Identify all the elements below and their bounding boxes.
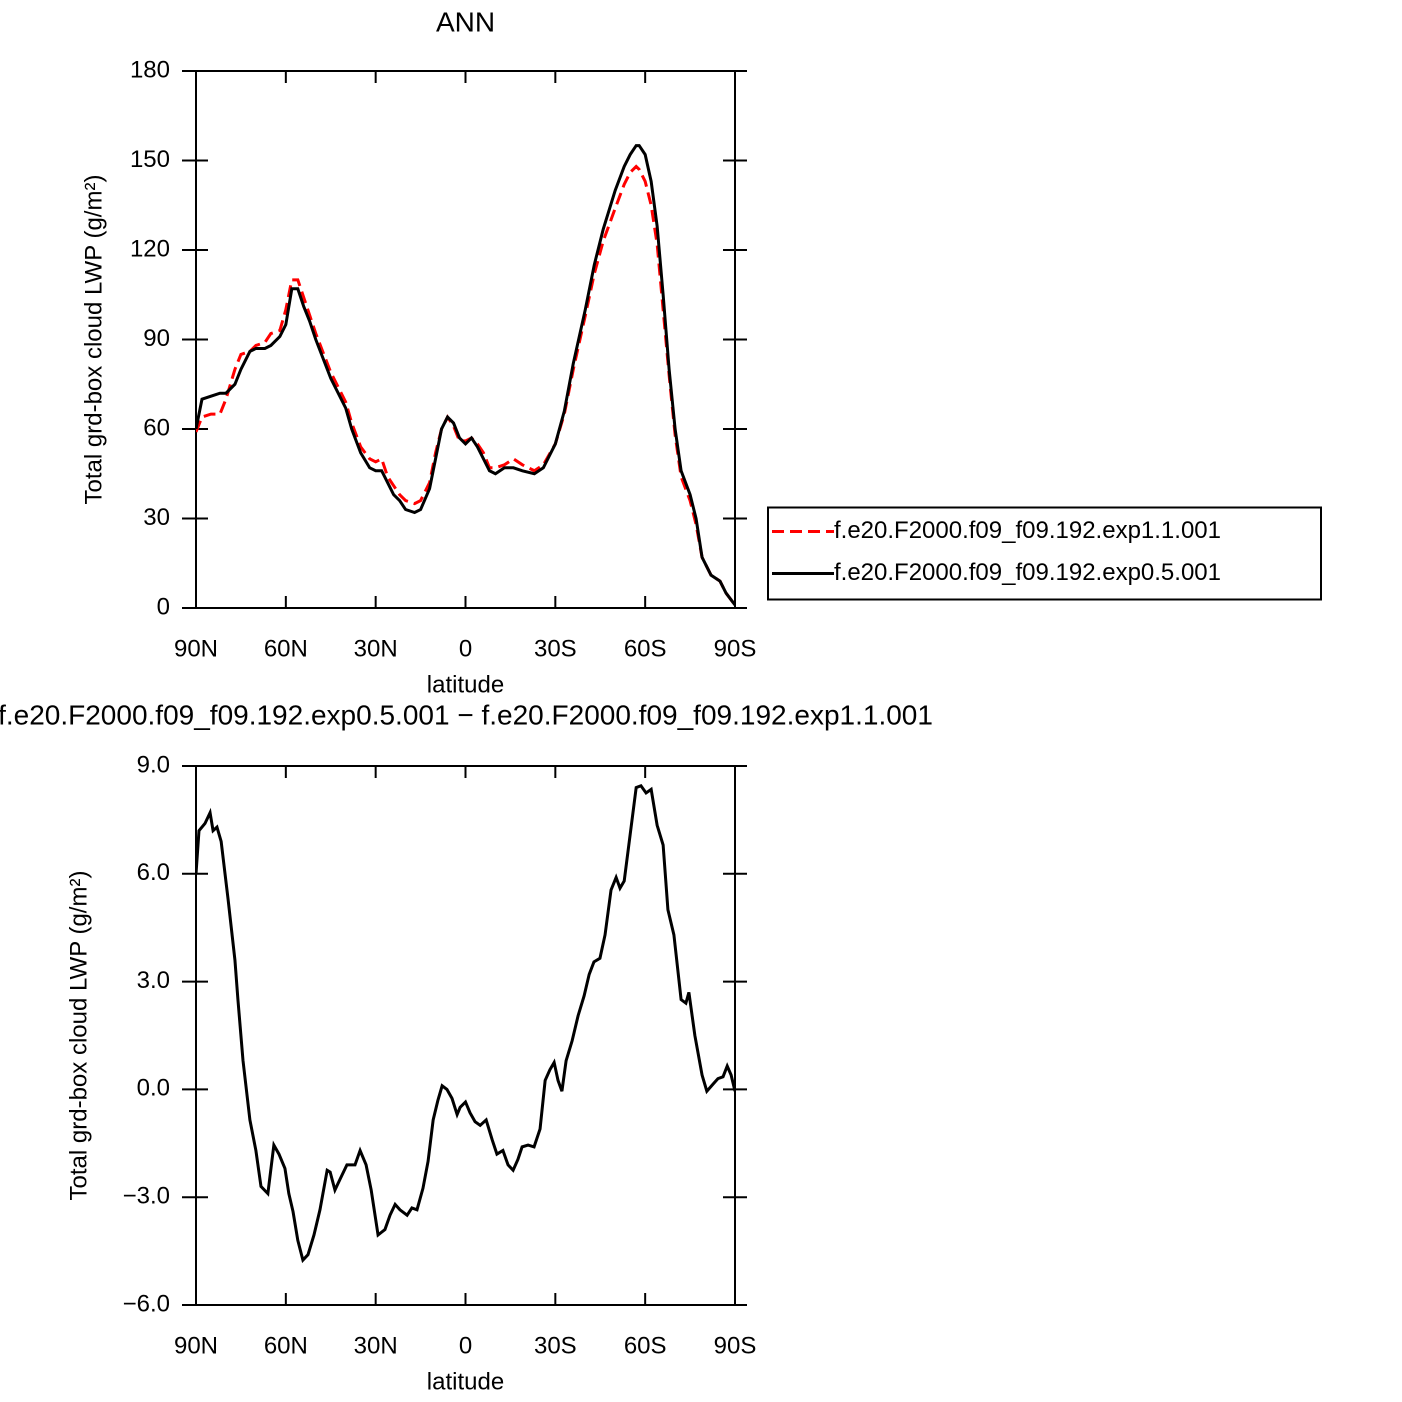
y-axis-label: Total grd-box cloud LWP (g/m²) — [65, 871, 92, 1201]
x-tick-label: 0 — [459, 635, 472, 662]
data-line — [196, 783, 735, 1264]
x-tick-label: 90N — [174, 1332, 218, 1359]
x-tick-label: 90S — [714, 635, 757, 662]
y-tick-label: −6.0 — [123, 1290, 170, 1317]
x-tick-label: 30N — [354, 635, 398, 662]
x-tick-label: 30S — [534, 635, 577, 662]
x-tick-label: 60S — [624, 1332, 667, 1359]
y-tick-label: 30 — [143, 504, 170, 531]
y-tick-label: −3.0 — [123, 1183, 170, 1210]
y-axis-label: Total grd-box cloud LWP (g/m²) — [80, 175, 107, 505]
x-tick-label: 60N — [264, 1332, 308, 1359]
panel: ANN latitude Total grd-box cloud LWP (g/m²… — [80, 6, 1322, 698]
x-tick-label: 90S — [714, 1332, 757, 1359]
y-tick-label: 6.0 — [137, 859, 170, 886]
x-tick-label: 0 — [459, 1332, 472, 1359]
y-tick-label: 90 — [143, 325, 170, 352]
x-tick-label: 60N — [264, 635, 308, 662]
y-tick-label: 9.0 — [137, 751, 170, 778]
x-axis-label: latitude — [427, 671, 504, 698]
data-line — [196, 164, 735, 606]
y-tick-label: 0 — [157, 593, 170, 620]
y-tick-label: 60 — [143, 414, 170, 441]
y-tick-label: 3.0 — [137, 967, 170, 994]
x-tick-label: 90N — [174, 635, 218, 662]
panel: f.e20.F2000.f09_f09.192.exp0.5.001 − f.e… — [0, 699, 933, 1395]
plot-frame — [195, 765, 736, 1306]
plot-frame — [195, 70, 736, 609]
legend-label: f.e20.F2000.f09_f09.192.exp1.1.001 — [834, 517, 1221, 544]
y-tick-label: 0.0 — [137, 1075, 170, 1102]
chart-title: ANN — [436, 6, 495, 37]
y-tick-label: 150 — [130, 146, 170, 173]
x-tick-label: 60S — [624, 635, 667, 662]
x-axis-label: latitude — [427, 1368, 504, 1395]
y-tick-label: 180 — [130, 56, 170, 83]
x-tick-label: 30S — [534, 1332, 577, 1359]
legend-label: f.e20.F2000.f09_f09.192.exp0.5.001 — [834, 559, 1221, 586]
data-line — [196, 144, 735, 606]
chart-title: f.e20.F2000.f09_f09.192.exp0.5.001 − f.e… — [0, 699, 933, 730]
y-tick-label: 120 — [130, 235, 170, 262]
legend-box — [767, 506, 1322, 601]
x-tick-label: 30N — [354, 1332, 398, 1359]
